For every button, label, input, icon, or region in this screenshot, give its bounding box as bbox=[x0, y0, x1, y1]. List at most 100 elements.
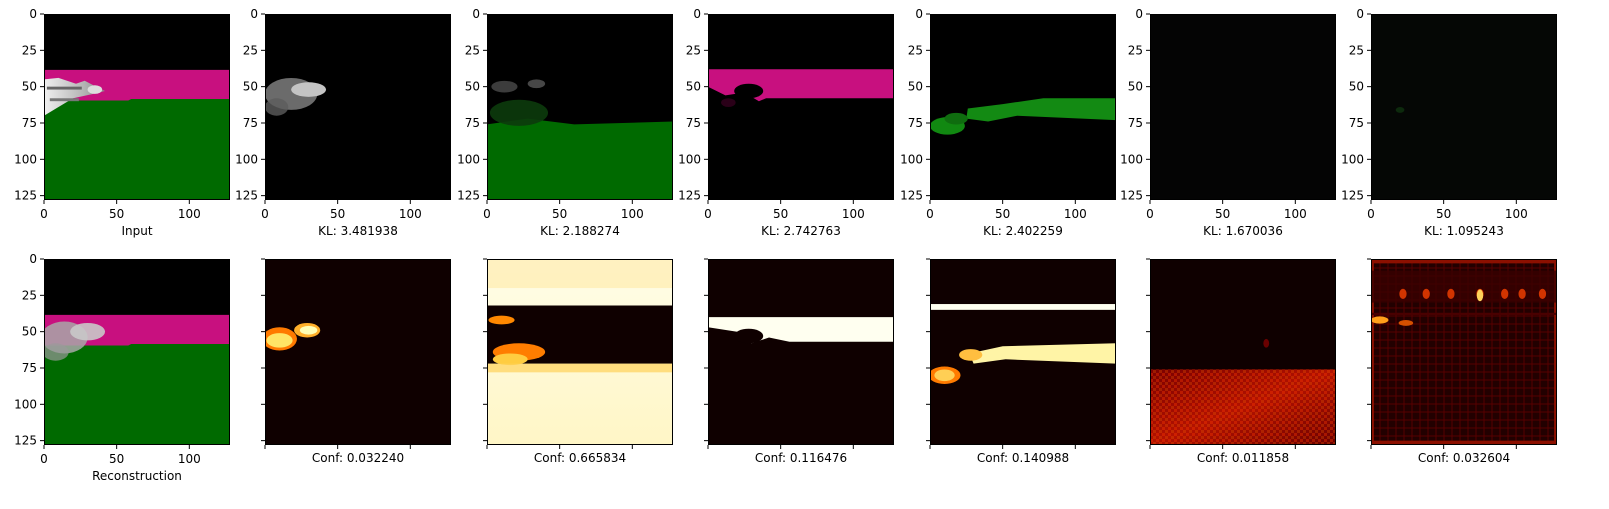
y-tick-label: 125 bbox=[678, 189, 701, 203]
axes-frame bbox=[1371, 259, 1557, 445]
y-tick-label: 25 bbox=[1128, 43, 1143, 57]
panel-image-clip bbox=[1371, 14, 1557, 200]
x-tick-label: 50 bbox=[552, 207, 567, 221]
x-tick-label: 0 bbox=[40, 207, 48, 221]
panel-image bbox=[930, 14, 1116, 200]
mask-aircraft-ghost bbox=[491, 80, 518, 93]
heat-small-spot bbox=[1263, 338, 1270, 348]
mask-band-hole bbox=[734, 83, 764, 99]
mask-green-blob-2 bbox=[944, 112, 968, 125]
heat-right-border bbox=[1554, 259, 1557, 445]
panel-xlabel: KL: 2.188274 bbox=[540, 224, 620, 238]
heat-top-line bbox=[930, 304, 1116, 310]
panel-image bbox=[930, 259, 1116, 445]
heat-edge-band bbox=[487, 363, 673, 373]
subplot-r2-c2: Conf: 0.032240 bbox=[261, 258, 451, 465]
mask-near-empty bbox=[1371, 14, 1557, 200]
x-tick-label: 100 bbox=[399, 207, 422, 221]
axes-frame bbox=[930, 259, 1116, 445]
panel-image bbox=[487, 14, 673, 200]
y-tick-label: 50 bbox=[1349, 80, 1364, 94]
heat-hottest-spot bbox=[1476, 289, 1484, 302]
y-tick-label: 0 bbox=[1135, 7, 1143, 21]
x-tick-label: 0 bbox=[1146, 207, 1154, 221]
x-tick-label: 50 bbox=[330, 207, 345, 221]
x-tick-label: 100 bbox=[178, 207, 201, 221]
y-tick-label: 75 bbox=[243, 116, 258, 130]
heat-divider bbox=[1371, 312, 1557, 315]
y-tick-label: 50 bbox=[243, 80, 258, 94]
heat-mid-blob bbox=[959, 349, 983, 361]
y-tick-label: 50 bbox=[22, 80, 37, 94]
y-tick-label: 75 bbox=[22, 361, 37, 375]
heat-hot-spot bbox=[1518, 288, 1526, 299]
mask-background bbox=[708, 14, 894, 200]
panel-xlabel: Reconstruction bbox=[92, 469, 182, 483]
y-tick-label: 100 bbox=[14, 397, 37, 411]
y-tick-label: 100 bbox=[1120, 152, 1143, 166]
mask-aircraft-tail bbox=[265, 98, 289, 116]
green-ground bbox=[44, 344, 230, 445]
subplot-r2-c3: Conf: 0.665834 bbox=[483, 258, 673, 465]
panel-xlabel: Conf: 0.116476 bbox=[755, 451, 847, 465]
panel-xlabel: Conf: 0.665834 bbox=[534, 451, 626, 465]
panel-image bbox=[265, 14, 451, 200]
y-tick-label: 125 bbox=[1120, 189, 1143, 203]
y-tick-label: 0 bbox=[29, 252, 37, 266]
panel-image bbox=[487, 259, 673, 445]
panel-image bbox=[265, 259, 451, 445]
x-tick-label: 50 bbox=[109, 452, 124, 466]
y-tick-label: 100 bbox=[900, 152, 923, 166]
panel-xlabel: KL: 1.095243 bbox=[1424, 224, 1504, 238]
x-tick-label: 0 bbox=[483, 207, 491, 221]
heat-bottom-border bbox=[1371, 440, 1557, 445]
heat-hot-spot bbox=[1399, 288, 1407, 299]
panel-xlabel: Conf: 0.032604 bbox=[1418, 451, 1510, 465]
panel-image-clip bbox=[1150, 14, 1336, 200]
subplot-r2-c4: Conf: 0.116476 bbox=[704, 258, 894, 465]
y-tick-label: 50 bbox=[22, 325, 37, 339]
panel-xlabel: KL: 2.742763 bbox=[761, 224, 841, 238]
heat-top-rows bbox=[1371, 270, 1557, 303]
heat-bright-strip bbox=[969, 343, 1116, 364]
panel-image-clip bbox=[44, 14, 230, 200]
y-tick-label: 0 bbox=[915, 7, 923, 21]
aircraft-nose bbox=[87, 85, 103, 94]
panel-image-clip bbox=[930, 259, 1116, 445]
panel-xlabel: KL: 1.670036 bbox=[1203, 224, 1283, 238]
panel-image-clip bbox=[930, 14, 1116, 200]
axes-frame bbox=[930, 14, 1116, 200]
y-tick-label: 100 bbox=[457, 152, 480, 166]
panel-image bbox=[1371, 259, 1557, 445]
panel-image bbox=[708, 259, 894, 445]
panel-image bbox=[44, 259, 230, 445]
y-tick-label: 75 bbox=[1128, 116, 1143, 130]
y-tick-label: 100 bbox=[235, 152, 258, 166]
y-tick-label: 25 bbox=[908, 43, 923, 57]
panel-xlabel: Conf: 0.032240 bbox=[312, 451, 404, 465]
aircraft-blur-nose bbox=[70, 322, 106, 341]
heat-left-border bbox=[1371, 259, 1374, 445]
axes-frame bbox=[1371, 14, 1557, 200]
heat-background bbox=[708, 259, 894, 445]
x-tick-label: 100 bbox=[621, 207, 644, 221]
heat-blob-core bbox=[266, 333, 293, 348]
y-tick-label: 25 bbox=[465, 43, 480, 57]
heat-top-band bbox=[487, 259, 673, 289]
y-tick-label: 75 bbox=[1349, 116, 1364, 130]
heat-warm-spot bbox=[488, 315, 515, 325]
panel-xlabel: KL: 2.402259 bbox=[983, 224, 1063, 238]
mask-faint-speck bbox=[1395, 107, 1405, 113]
heat-hot-spot bbox=[1538, 288, 1547, 299]
y-tick-label: 125 bbox=[14, 434, 37, 448]
x-tick-label: 0 bbox=[261, 207, 269, 221]
y-tick-label: 125 bbox=[900, 189, 923, 203]
y-tick-label: 50 bbox=[686, 80, 701, 94]
heat-hot-spot bbox=[1447, 288, 1455, 299]
panel-xlabel: Conf: 0.140988 bbox=[977, 451, 1069, 465]
panel-image-clip bbox=[44, 259, 230, 445]
